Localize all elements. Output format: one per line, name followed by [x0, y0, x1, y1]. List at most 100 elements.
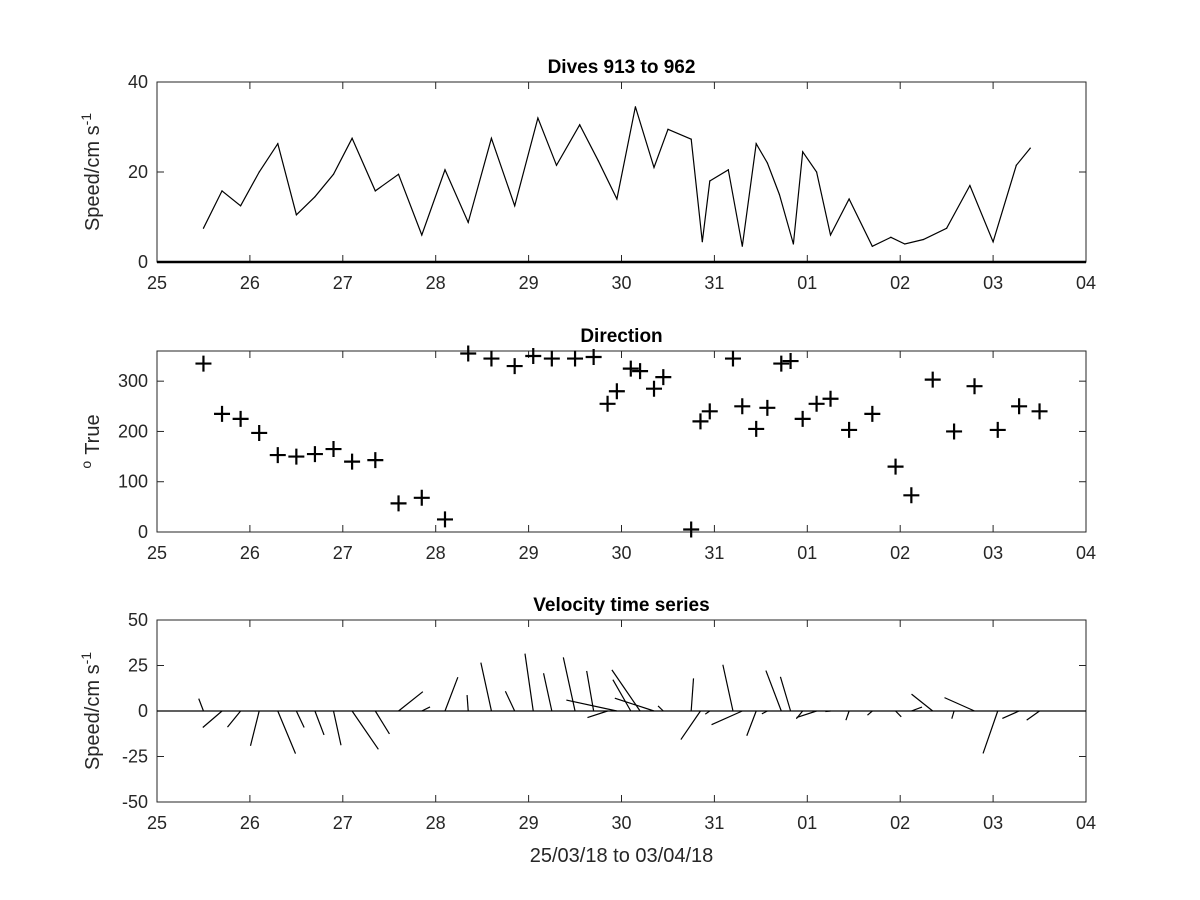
direction-marker: [325, 441, 342, 458]
velocity-stick: [198, 698, 205, 712]
velocity-stick: [612, 679, 632, 712]
speed-point: [277, 143, 279, 145]
speed-point: [514, 205, 516, 207]
x-tick-label: 31: [704, 273, 724, 293]
velocity-stick: [444, 676, 459, 712]
direction-marker: [1031, 403, 1048, 420]
speed-point: [992, 241, 994, 243]
direction-marker: [195, 355, 212, 372]
speed-point: [946, 227, 948, 229]
speed-point: [727, 169, 729, 171]
velocity-stick: [566, 699, 617, 712]
direction-marker: [1011, 398, 1028, 415]
x-tick-label: 28: [426, 813, 446, 833]
velocity-stick: [779, 676, 792, 712]
y-tick-label: 40: [128, 72, 148, 92]
speed-point: [871, 245, 873, 247]
velocity-stick: [351, 710, 379, 750]
direction-marker: [567, 350, 584, 367]
velocity-stick: [944, 697, 975, 712]
x-tick-label: 25: [147, 543, 167, 563]
x-tick-label: 01: [797, 273, 817, 293]
velocity-stick: [680, 710, 701, 740]
direction-marker: [864, 405, 881, 422]
y-tick-label: 20: [128, 162, 148, 182]
velocity-stick: [690, 678, 695, 712]
speed-point: [240, 205, 242, 207]
y-axis-label: oTrue: [78, 414, 104, 468]
x-tick-label: 28: [426, 543, 446, 563]
velocity-stick: [295, 710, 305, 728]
speed-line: [202, 106, 1031, 248]
speed-panel: 25 26 27 28 29 30 31 01 02 03 04 0 20 40 Dives 913 to …: [78, 57, 1096, 293]
speed-point: [397, 173, 400, 175]
speed-point: [295, 214, 297, 216]
velocity-stick: [524, 653, 534, 712]
speed-point: [890, 236, 892, 238]
speed-point: [922, 238, 925, 241]
direction-marker: [773, 355, 790, 372]
speed-point: [351, 137, 353, 139]
velocity-stick: [911, 706, 923, 712]
speed-point: [848, 198, 850, 200]
direction-marker: [924, 371, 941, 388]
y-axis-label: Speed/cm s-1: [78, 652, 104, 770]
velocity-stick: [611, 669, 641, 712]
x-tick-label: 27: [333, 543, 353, 563]
speed-point: [444, 169, 446, 171]
y-tick-label: 200: [118, 421, 148, 441]
velocity-stick: [765, 670, 782, 712]
velocity-stick: [761, 710, 768, 715]
y-axis-label: Speed/cm s-1: [78, 113, 104, 231]
velocity-stick: [586, 670, 595, 712]
y-tick-label: 50: [128, 610, 148, 630]
x-tick-label: 03: [983, 813, 1003, 833]
speed-point: [741, 245, 743, 247]
direction-marker: [903, 487, 920, 504]
chart-title: Direction: [580, 326, 662, 347]
direction-marker: [269, 447, 286, 464]
direction-marker: [483, 350, 500, 367]
velocity-stick: [480, 662, 493, 712]
y-tick-label: 0: [138, 522, 148, 542]
speed-point: [709, 180, 711, 182]
velocity-stick: [1002, 710, 1020, 720]
velocity-stick: [825, 710, 831, 713]
direction-marker: [759, 399, 776, 416]
speed-point: [667, 128, 669, 130]
speed-point: [616, 198, 618, 200]
direction-marker: [692, 413, 709, 430]
speed-point: [778, 193, 781, 196]
velocity-stick: [227, 710, 242, 728]
y-tick-label: 0: [138, 701, 148, 721]
direction-marker: [794, 410, 811, 427]
velocity-stick: [895, 710, 902, 718]
x-tick-label: 03: [983, 543, 1003, 563]
x-tick-label: 29: [519, 273, 539, 293]
direction-marker: [585, 349, 602, 366]
direction-marker: [460, 345, 477, 362]
speed-point: [653, 166, 655, 169]
y-tick-label: -50: [122, 792, 148, 812]
direction-marker: [734, 398, 751, 415]
speed-point: [314, 196, 316, 198]
x-tick-label: 29: [519, 813, 539, 833]
velocity-stick: [911, 693, 934, 712]
velocity-stick: [614, 697, 655, 712]
speed-point: [701, 241, 703, 243]
velocity-stick: [722, 664, 734, 712]
velocity-stick: [542, 673, 553, 712]
speed-point: [555, 164, 558, 166]
speed-point: [490, 137, 493, 139]
velocity-stick: [398, 691, 424, 712]
x-tick-label: 02: [890, 543, 910, 563]
direction-marker: [946, 423, 963, 440]
velocity-stick: [277, 710, 297, 754]
speed-point: [1029, 147, 1031, 149]
x-tick-label: 01: [797, 813, 817, 833]
direction-marker: [989, 421, 1006, 438]
direction-marker: [724, 350, 741, 367]
x-tick-label: 30: [611, 813, 631, 833]
x-tick-label: 26: [240, 813, 260, 833]
speed-point: [421, 234, 423, 236]
